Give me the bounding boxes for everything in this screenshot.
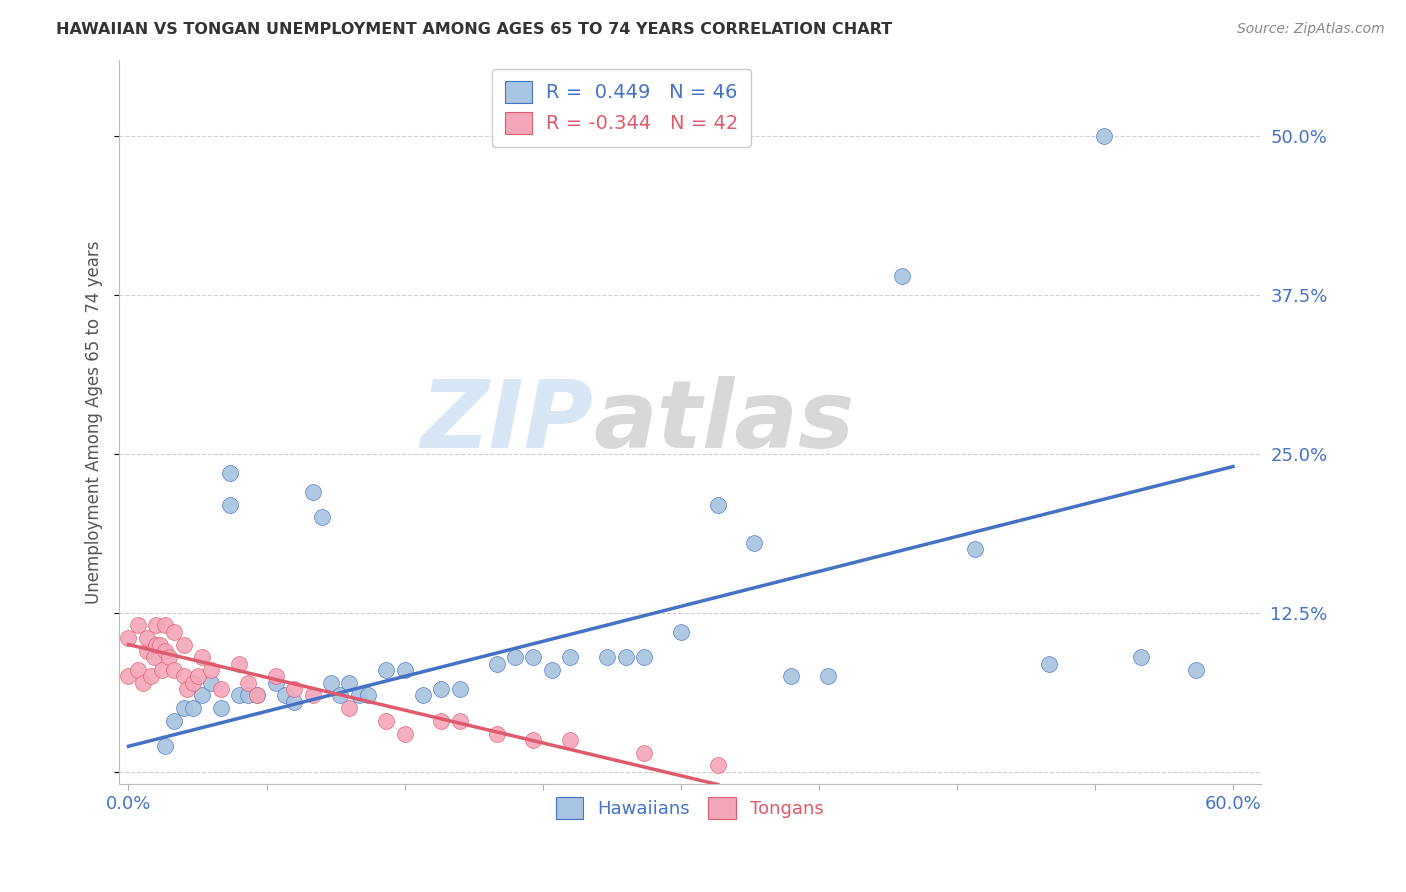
Point: [780, 669, 803, 683]
Point: [117, 669, 139, 683]
Point: [191, 689, 214, 703]
Text: ZIP: ZIP: [420, 376, 593, 468]
Point: [412, 689, 434, 703]
Text: HAWAIIAN VS TONGAN UNEMPLOYMENT AMONG AGES 65 TO 74 YEARS CORRELATION CHART: HAWAIIAN VS TONGAN UNEMPLOYMENT AMONG AG…: [56, 22, 893, 37]
Point: [176, 681, 198, 696]
Point: [274, 689, 297, 703]
Point: [283, 681, 305, 696]
Legend: Hawaiians, Tongans: Hawaiians, Tongans: [548, 789, 831, 826]
Point: [209, 681, 232, 696]
Point: [145, 618, 167, 632]
Point: [218, 498, 240, 512]
Point: [596, 650, 619, 665]
Point: [135, 644, 157, 658]
Point: [301, 485, 323, 500]
Point: [173, 669, 195, 683]
Point: [633, 650, 655, 665]
Point: [311, 510, 333, 524]
Point: [155, 618, 177, 632]
Point: [541, 663, 564, 677]
Point: [614, 650, 637, 665]
Point: [246, 689, 269, 703]
Point: [706, 758, 728, 772]
Point: [191, 650, 214, 665]
Point: [329, 689, 352, 703]
Point: [209, 701, 232, 715]
Point: [163, 714, 186, 728]
Point: [157, 650, 180, 665]
Point: [485, 657, 508, 671]
Point: [522, 650, 544, 665]
Point: [633, 746, 655, 760]
Point: [394, 726, 416, 740]
Point: [817, 669, 839, 683]
Text: atlas: atlas: [593, 376, 855, 468]
Point: [163, 624, 186, 639]
Point: [965, 542, 987, 557]
Point: [149, 638, 172, 652]
Point: [228, 689, 250, 703]
Point: [143, 650, 166, 665]
Point: [449, 681, 471, 696]
Point: [357, 689, 380, 703]
Point: [283, 695, 305, 709]
Point: [1130, 650, 1153, 665]
Point: [163, 663, 186, 677]
Point: [132, 675, 155, 690]
Point: [155, 644, 177, 658]
Point: [135, 631, 157, 645]
Point: [173, 701, 195, 715]
Point: [264, 669, 287, 683]
Point: [375, 714, 398, 728]
Point: [150, 663, 173, 677]
Point: [181, 675, 204, 690]
Point: [375, 663, 398, 677]
Point: [337, 701, 360, 715]
Text: Source: ZipAtlas.com: Source: ZipAtlas.com: [1237, 22, 1385, 37]
Point: [236, 675, 259, 690]
Point: [187, 669, 209, 683]
Point: [337, 675, 360, 690]
Point: [669, 624, 692, 639]
Point: [200, 663, 222, 677]
Point: [145, 638, 167, 652]
Point: [264, 675, 287, 690]
Point: [127, 618, 149, 632]
Point: [522, 733, 544, 747]
Point: [430, 681, 453, 696]
Point: [560, 733, 582, 747]
Point: [117, 631, 139, 645]
Point: [890, 268, 912, 283]
Point: [1185, 663, 1208, 677]
Point: [1092, 128, 1115, 143]
Point: [173, 638, 195, 652]
Point: [347, 689, 370, 703]
Point: [236, 689, 259, 703]
Point: [319, 675, 342, 690]
Point: [430, 714, 453, 728]
Point: [246, 689, 269, 703]
Point: [127, 663, 149, 677]
Point: [485, 726, 508, 740]
Point: [155, 739, 177, 754]
Point: [218, 466, 240, 480]
Point: [560, 650, 582, 665]
Point: [181, 701, 204, 715]
Point: [706, 498, 728, 512]
Point: [228, 657, 250, 671]
Point: [503, 650, 526, 665]
Point: [139, 669, 162, 683]
Point: [1038, 657, 1060, 671]
Y-axis label: Unemployment Among Ages 65 to 74 years: Unemployment Among Ages 65 to 74 years: [86, 240, 103, 604]
Point: [200, 675, 222, 690]
Point: [744, 536, 766, 550]
Point: [301, 689, 323, 703]
Point: [449, 714, 471, 728]
Point: [394, 663, 416, 677]
